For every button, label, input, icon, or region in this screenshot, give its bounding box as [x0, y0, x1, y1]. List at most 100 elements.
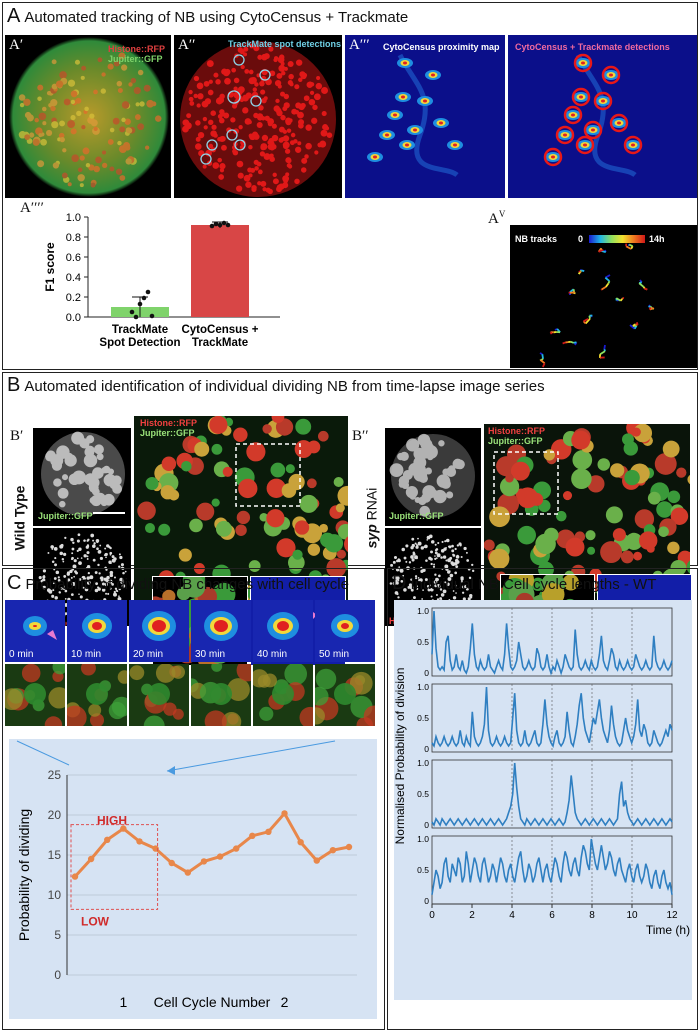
cell-mark: [639, 531, 658, 550]
cell-mark: [109, 570, 114, 575]
cell-mark: [484, 539, 495, 551]
data-point: [313, 857, 320, 864]
cell-mark: [226, 127, 232, 133]
cell-mark: [326, 132, 333, 138]
cell-mark: [184, 122, 192, 130]
cell-mark: [419, 578, 423, 582]
cell-mark: [455, 592, 457, 594]
cell-mark: [219, 168, 225, 173]
proximity-peak: [581, 61, 585, 65]
cell-mark: [269, 153, 274, 158]
cell-mark: [397, 579, 400, 582]
cell-mark: [462, 597, 466, 601]
cell-mark: [134, 114, 141, 120]
cell-mark: [282, 175, 290, 182]
cell-mark: [305, 142, 312, 150]
cell-mark: [686, 560, 690, 574]
cell-mark: [311, 117, 318, 124]
cell-mark: [105, 592, 108, 595]
cell-mark: [62, 474, 69, 481]
cell-mark: [439, 597, 443, 600]
panel-a: [2, 2, 698, 370]
cell-mark: [77, 533, 81, 537]
cell-mark: [54, 563, 57, 567]
cell-mark: [236, 185, 243, 192]
cell-mark: [89, 575, 94, 580]
cell-mark: [336, 549, 347, 559]
cell-mark: [102, 465, 111, 474]
cell-mark: [647, 491, 661, 505]
cell-mark: [158, 523, 171, 536]
cell-mark: [315, 82, 323, 90]
cell-mark: [76, 110, 82, 116]
cell-mark: [266, 509, 285, 528]
cell-mark: [444, 581, 447, 584]
cell-mark: [218, 117, 225, 124]
cell-mark: [105, 556, 107, 559]
cell-mark: [46, 90, 52, 96]
cell-mark: [66, 578, 71, 582]
timepoint-merge: [191, 664, 251, 726]
cell-mark: [571, 430, 591, 450]
category-label: CytoCensus +: [181, 324, 258, 336]
cell-mark: [489, 506, 510, 528]
cell-mark: [107, 139, 114, 145]
proximity-peak: [631, 143, 635, 147]
cell-mark: [84, 473, 97, 486]
cell-mark: [110, 475, 119, 484]
cell-mark: [432, 565, 436, 568]
cell-mark: [390, 563, 394, 567]
cell-mark: [203, 80, 210, 87]
x-tick-label: 4: [509, 910, 515, 921]
cell-mark: [104, 578, 109, 583]
cell-mark: [128, 82, 133, 87]
y-axis-label: F1 score: [43, 242, 57, 292]
cell-mark: [397, 558, 401, 563]
cell-mark: [451, 544, 454, 548]
cell-mark: [389, 463, 404, 478]
cell-mark: [456, 544, 460, 547]
cell-mark: [403, 588, 407, 592]
cell-mark: [389, 582, 393, 585]
track-segment: [539, 352, 543, 355]
cell-mark: [287, 60, 294, 68]
cell-mark: [96, 453, 104, 461]
cell-mark: [87, 538, 90, 541]
cell-mark: [181, 460, 192, 472]
cell-mark: [118, 587, 121, 591]
cell-mark: [433, 563, 436, 566]
cell-mark: [86, 576, 90, 580]
cell-mark: [121, 117, 126, 123]
image-b2-jupiter: [385, 428, 481, 526]
cell-mark: [120, 563, 124, 567]
data-point: [225, 222, 231, 228]
cell-mark: [307, 440, 321, 454]
cell-mark: [233, 86, 238, 91]
cell-mark: [440, 556, 443, 559]
cell-mark: [233, 427, 248, 442]
cell-mark: [59, 120, 66, 127]
data-point: [129, 309, 135, 315]
cell-mark: [267, 143, 274, 150]
timepoint-label: 10 min: [71, 649, 102, 660]
cell-mark: [415, 545, 419, 549]
track-segment: [601, 286, 607, 291]
cell-mark: [72, 541, 75, 545]
cell-mark: [248, 560, 261, 572]
cell-mark: [463, 546, 467, 551]
cell-mark: [440, 549, 445, 553]
cell-mark: [62, 587, 66, 590]
track-segment: [632, 323, 636, 327]
proximity-peak: [393, 113, 397, 117]
cell-mark: [122, 571, 125, 575]
b1-histone-label: Histone::RFP: [38, 618, 95, 628]
cell-mark: [248, 69, 254, 75]
cell-mark: [267, 121, 273, 127]
cell-mark: [146, 99, 154, 108]
cell-mark: [624, 469, 640, 486]
cell-mark: [54, 596, 58, 600]
cell-mark: [78, 578, 82, 581]
cell-mark: [562, 575, 579, 591]
y-tick-label: 0.5: [417, 713, 429, 723]
cell-mark: [63, 98, 71, 106]
